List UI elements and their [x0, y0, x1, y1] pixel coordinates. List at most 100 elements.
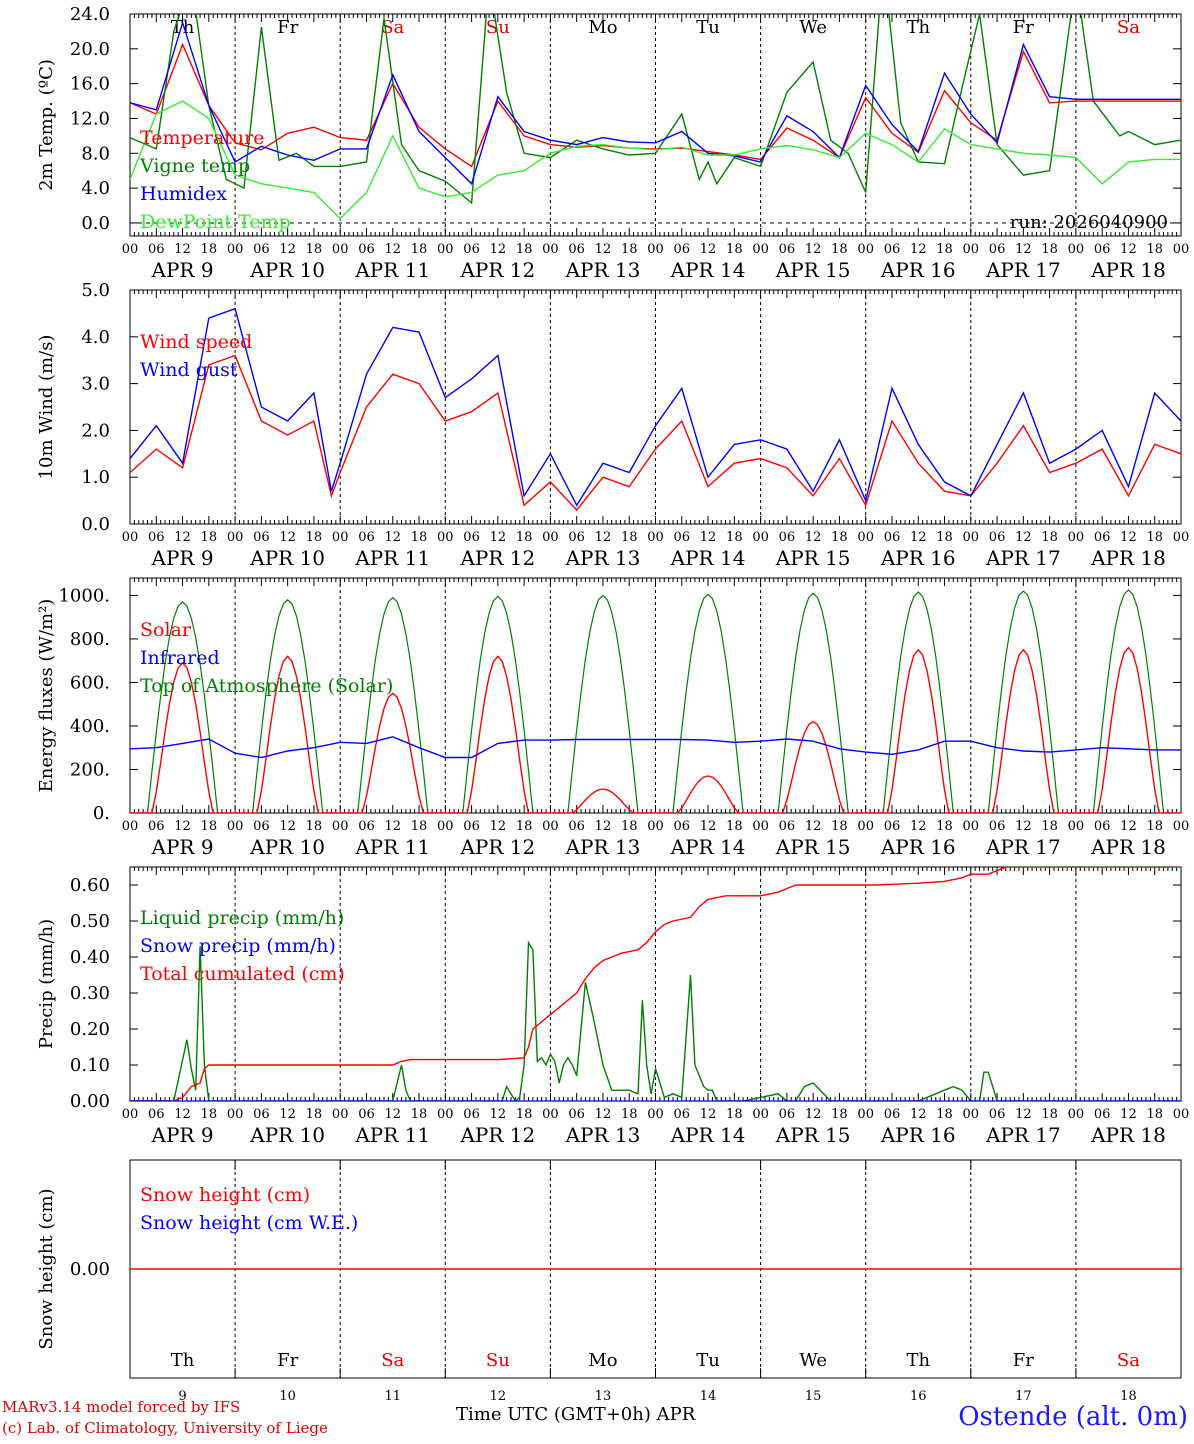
- snow-day-number: 9: [178, 1389, 186, 1404]
- model-credit: MARv3.14 model forced by IFS: [2, 1398, 241, 1416]
- energy-hour-label: 18: [201, 819, 218, 834]
- wind-y-tick-label: 2.0: [81, 420, 110, 441]
- precip-hour-label: 00: [437, 1107, 454, 1122]
- wind-hour-label: 12: [279, 530, 296, 545]
- energy-date-label: APR 11: [354, 835, 430, 859]
- temperature-legend-item: DewPoint Temp: [140, 211, 291, 233]
- wind-hour-label: 00: [227, 530, 244, 545]
- energy-hour-label: 06: [358, 819, 375, 834]
- temperature-hour-label: 18: [306, 242, 323, 257]
- temperature-series-humidex: [130, 20, 1181, 186]
- energy-hour-label: 12: [490, 819, 507, 834]
- temperature-y-tick-label: 4.0: [81, 178, 110, 199]
- temperature-date-label: APR 16: [880, 258, 956, 282]
- precip-series-liquid-precip-mm-h-: [130, 940, 1181, 1101]
- snow-day-number: 18: [1120, 1389, 1137, 1404]
- precip-date-label: APR 11: [354, 1123, 430, 1147]
- wind-hour-label: 06: [358, 530, 375, 545]
- energy-date-label: APR 14: [670, 835, 746, 859]
- temperature-day-label: Th: [171, 17, 195, 38]
- lab-credit: (c) Lab. of Climatology, University of L…: [2, 1419, 328, 1437]
- temperature-day-label: Sa: [1117, 17, 1140, 38]
- temperature-hour-label: 06: [358, 242, 375, 257]
- precip-date-label: APR 17: [985, 1123, 1061, 1147]
- temperature-hour-label: 12: [174, 242, 191, 257]
- energy-hour-label: 12: [1015, 819, 1032, 834]
- energy-series-solar: [130, 646, 1181, 813]
- energy-hour-label: 06: [884, 819, 901, 834]
- temperature-hour-label: 00: [332, 242, 349, 257]
- wind-hour-label: 18: [411, 530, 428, 545]
- energy-hour-label: 00: [1173, 819, 1190, 834]
- wind-hour-label: 18: [621, 530, 638, 545]
- wind-date-label: APR 15: [775, 546, 851, 570]
- precip-hour-label: 12: [1015, 1107, 1032, 1122]
- precip-hour-label: 12: [805, 1107, 822, 1122]
- energy-hour-label: 06: [1094, 819, 1111, 834]
- temperature-y-tick-label: 24.0: [70, 4, 110, 25]
- energy-date-label: APR 18: [1090, 835, 1166, 859]
- energy-hour-label: 00: [857, 819, 874, 834]
- snow-day-label: Tu: [696, 1350, 720, 1371]
- wind-hour-label: 00: [1173, 530, 1190, 545]
- snow-legend-item: Snow height (cm): [140, 1184, 310, 1206]
- precip-hour-label: 18: [201, 1107, 218, 1122]
- precip-date-label: APR 13: [565, 1123, 641, 1147]
- wind-hour-label: 18: [831, 530, 848, 545]
- temperature-day-label: Tu: [696, 17, 720, 38]
- energy-hour-label: 06: [148, 819, 165, 834]
- wind-date-label: APR 16: [880, 546, 956, 570]
- wind-date-label: APR 13: [565, 546, 641, 570]
- precip-hour-label: 00: [1068, 1107, 1085, 1122]
- precip-hour-label: 18: [936, 1107, 953, 1122]
- temperature-hour-label: 18: [621, 242, 638, 257]
- temperature-y-tick-label: 12.0: [70, 108, 110, 129]
- precip-hour-label: 12: [1120, 1107, 1137, 1122]
- precip-hour-label: 00: [752, 1107, 769, 1122]
- wind-y-tick-label: 1.0: [81, 467, 110, 488]
- temperature-hour-label: 00: [647, 242, 664, 257]
- wind-hour-label: 06: [148, 530, 165, 545]
- temperature-date-label: APR 10: [249, 258, 325, 282]
- energy-hour-label: 06: [253, 819, 270, 834]
- precip-hour-label: 06: [358, 1107, 375, 1122]
- precip-hour-label: 12: [595, 1107, 612, 1122]
- temperature-date-label: APR 15: [775, 258, 851, 282]
- temperature-hour-label: 00: [752, 242, 769, 257]
- temperature-hour-label: 00: [1173, 242, 1190, 257]
- wind-legend-item: Wind gust: [140, 359, 238, 381]
- energy-legend-item: Infrared: [140, 647, 220, 669]
- temperature-y-tick-label: 20.0: [70, 39, 110, 60]
- wind-hour-label: 18: [516, 530, 533, 545]
- energy-hour-label: 00: [437, 819, 454, 834]
- temperature-y-tick-label: 8.0: [81, 143, 110, 164]
- run-annotation: run: 2026040900: [1010, 212, 1168, 233]
- wind-hour-label: 00: [437, 530, 454, 545]
- energy-hour-label: 00: [1068, 819, 1085, 834]
- wind-hour-label: 12: [700, 530, 717, 545]
- temperature-hour-label: 12: [384, 242, 401, 257]
- temperature-hour-label: 18: [1041, 242, 1058, 257]
- temperature-date-label: APR 9: [151, 258, 214, 282]
- month-label: APR: [656, 1404, 696, 1425]
- precip-hour-label: 06: [1094, 1107, 1111, 1122]
- snow-day-label: We: [799, 1350, 827, 1371]
- wind-hour-label: 12: [384, 530, 401, 545]
- energy-hour-label: 06: [989, 819, 1006, 834]
- precip-hour-label: 18: [411, 1107, 428, 1122]
- wind-hour-label: 18: [726, 530, 743, 545]
- wind-date-label: APR 18: [1090, 546, 1166, 570]
- temperature-hour-label: 12: [595, 242, 612, 257]
- energy-hour-label: 00: [227, 819, 244, 834]
- snow-day-label: Su: [486, 1350, 510, 1371]
- energy-y-tick-label: 800.: [70, 629, 110, 650]
- energy-hour-label: 00: [752, 819, 769, 834]
- temperature-hour-label: 18: [411, 242, 428, 257]
- energy-date-label: APR 13: [565, 835, 641, 859]
- energy-series-top-of-atmosphere: [130, 589, 1181, 813]
- temperature-date-label: APR 17: [985, 258, 1061, 282]
- wind-hour-label: 00: [542, 530, 559, 545]
- temperature-hour-label: 12: [279, 242, 296, 257]
- wind-hour-label: 18: [1146, 530, 1163, 545]
